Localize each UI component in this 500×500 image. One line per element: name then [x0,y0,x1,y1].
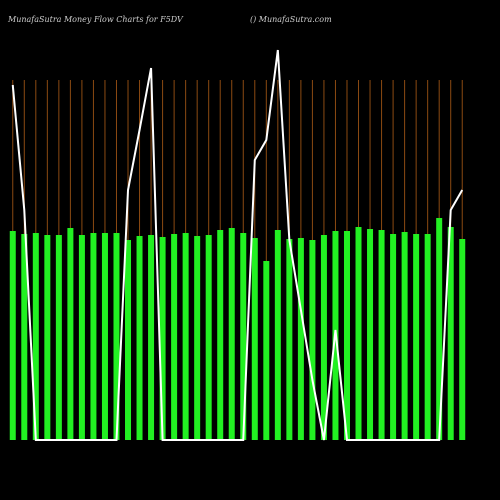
bar [194,236,201,440]
bar [182,233,189,440]
bar [286,239,293,440]
bar [44,235,51,440]
bar [125,240,132,440]
bar [90,233,97,440]
bar [228,228,235,440]
bar [32,233,39,440]
bar [240,233,247,440]
chart-subtitle: () MunafaSutra.com [250,15,332,24]
bar [67,228,74,440]
bar [401,232,408,440]
bar [459,239,466,440]
bar [9,231,16,440]
bar [447,227,454,440]
bar [205,235,212,440]
bar [263,261,270,440]
bar [436,218,443,440]
bar [136,236,143,440]
bar [297,238,304,440]
bar [251,238,258,440]
bar [343,231,350,440]
bar [413,234,420,440]
price-line [11,49,464,441]
chart-title: MunafaSutra Money Flow Charts for F5DV [7,15,184,24]
bar [424,234,431,440]
bar [171,234,178,440]
bar [367,229,374,440]
bar [217,230,224,440]
bar [159,237,166,440]
bar [320,235,327,440]
bar [274,230,281,440]
bar [21,234,28,440]
bar [101,233,108,440]
bar [355,227,362,440]
bar [309,240,316,440]
bar [148,235,155,440]
bar [113,233,120,440]
bar [78,235,85,440]
bar [390,234,397,440]
bar [55,235,62,440]
bar [378,230,385,440]
